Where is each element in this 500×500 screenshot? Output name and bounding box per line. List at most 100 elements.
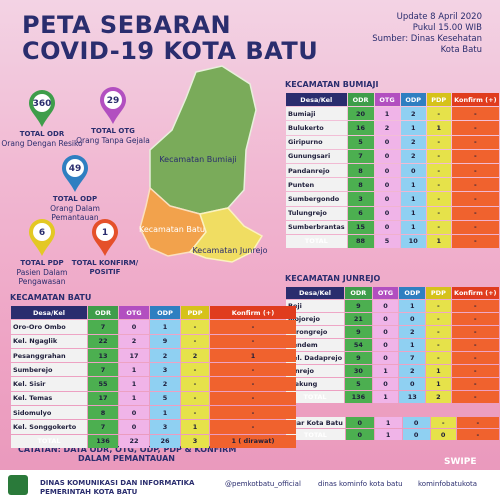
pin-label: TOTAL ODR Orang Dengan Resiko — [0, 130, 87, 148]
facebook[interactable]: dinas kominfo kota batu — [318, 480, 403, 488]
cell: 0 — [345, 417, 374, 428]
name-cell: Pendem — [286, 339, 345, 351]
cell: 8 — [88, 406, 118, 420]
map-label: Kecamatan Bumiaji — [159, 155, 236, 164]
cell: 1 — [399, 339, 426, 351]
name-cell: Sumberejo — [11, 363, 87, 377]
cell: 7 — [347, 149, 374, 163]
cell: 1 — [399, 300, 426, 312]
cell: - — [426, 313, 451, 325]
cell: 1 — [181, 420, 209, 434]
cell: ODP — [399, 287, 426, 299]
row: Pandanrejo 8 0 0- - — [286, 163, 499, 178]
row: Tulungrejo 6 0 1- - — [286, 206, 499, 220]
row: Bulukerto 16 2 1 1- — [286, 121, 499, 135]
row: Oro-Oro Ombo 7 0 1- - — [11, 320, 296, 334]
row: Sumberejo 7 1 3- - — [11, 363, 296, 377]
cell: OTG — [374, 93, 400, 107]
cell: - — [426, 206, 451, 220]
cell: 9 — [345, 352, 372, 364]
update-line: Pukul 15.00 WIB — [412, 23, 482, 33]
cell: 0 — [374, 220, 400, 234]
row: Pendem 54 0 1- - — [286, 339, 499, 351]
total-row: TOTAL 0 1 0 0- — [286, 429, 499, 440]
cell: - — [426, 163, 451, 178]
pin-desc: Pasien Dalam Pengawasan — [16, 268, 68, 286]
instagram[interactable]: @pemkotbatu_official — [225, 480, 301, 488]
section-title: KECAMATAN JUNREJO — [285, 274, 381, 283]
title: COVID-19 KOTA BATU — [22, 37, 319, 65]
cell: 88 — [347, 234, 374, 249]
cell: 1 — [150, 406, 180, 420]
cell: ODP — [400, 93, 426, 107]
cell: - — [451, 234, 499, 249]
name-cell: Tulungrejo — [286, 206, 347, 220]
cell: 0 — [400, 163, 426, 178]
name-cell: Luar Kota Batu — [286, 417, 345, 428]
cell: ODR — [345, 287, 372, 299]
cell: 5 — [374, 234, 400, 249]
cell: - — [426, 192, 451, 206]
cell: 0 — [399, 313, 426, 325]
cell: - — [426, 326, 451, 338]
cell: 1 — [372, 391, 399, 403]
cell: 0 — [374, 163, 400, 178]
swipe[interactable]: SWIPE — [444, 457, 477, 467]
cell: Konfirm (+) — [210, 306, 296, 320]
pin-label: TOTAL ODP Orang Dalam Pemantauan — [30, 195, 120, 222]
cell: - — [451, 121, 499, 135]
cell: PDP — [426, 93, 451, 107]
cell: PDP — [181, 306, 209, 320]
map-batu — [139, 186, 207, 257]
cell: 21 — [345, 313, 372, 325]
map-bumiaji — [149, 65, 257, 215]
pin-desc: Orang Dengan Resiko — [1, 139, 83, 148]
cell: 7 — [88, 363, 118, 377]
pin-title: TOTAL PDP — [20, 259, 64, 267]
pin-center — [33, 223, 51, 241]
name-cell: Gunungsari — [286, 149, 347, 163]
cell: - — [426, 300, 451, 312]
cell: - — [181, 391, 209, 406]
cell: 0 — [372, 300, 399, 312]
cell: 0 — [374, 135, 400, 149]
cell: 0 — [372, 339, 399, 351]
name-cell: Kel. Temas — [11, 391, 87, 406]
cell: 0 — [372, 326, 399, 338]
cell: 1 — [374, 107, 400, 121]
cell: 0 — [372, 313, 399, 325]
cell: 9 — [345, 300, 372, 312]
cell: - — [451, 149, 499, 163]
cell: - — [451, 192, 499, 206]
cell: - — [181, 320, 209, 334]
name-cell: Kel. Dadaprejo — [286, 352, 345, 364]
name-cell: Desa/Kel — [286, 287, 345, 299]
cell: - — [210, 363, 296, 377]
cell: 26 — [150, 434, 180, 448]
cell: 22 — [88, 334, 118, 348]
name-cell: Junrejo — [286, 365, 345, 377]
update-line: Sumber: Dinas Kesehatan — [372, 34, 482, 44]
pin-center — [33, 94, 51, 112]
cell: 2 — [181, 348, 209, 363]
cell: 5 — [150, 391, 180, 406]
cell: - — [181, 363, 209, 377]
data-table: Luar Kota Batu 0 1 0- - TOTAL 0 1 0 0- — [285, 416, 500, 441]
cell: ODR — [347, 93, 374, 107]
cell: - — [451, 107, 499, 121]
name-cell: Bumiaji — [286, 107, 347, 121]
cell: - — [451, 378, 499, 390]
name-cell: Bulukerto — [286, 121, 347, 135]
cell: - — [426, 149, 451, 163]
name-cell: Pandanrejo — [286, 163, 347, 178]
cell: 2 — [400, 135, 426, 149]
cell: 1 — [426, 378, 451, 390]
cell: 55 — [88, 377, 118, 391]
cell: 1 — [119, 377, 149, 391]
name-cell: Pesanggrahan — [11, 348, 87, 363]
row: Junrejo 30 1 2 1- — [286, 365, 499, 377]
name-cell: TOTAL — [286, 429, 345, 440]
update-line: Kota Batu — [440, 45, 482, 55]
twitter[interactable]: kominfobatukota — [418, 480, 478, 488]
